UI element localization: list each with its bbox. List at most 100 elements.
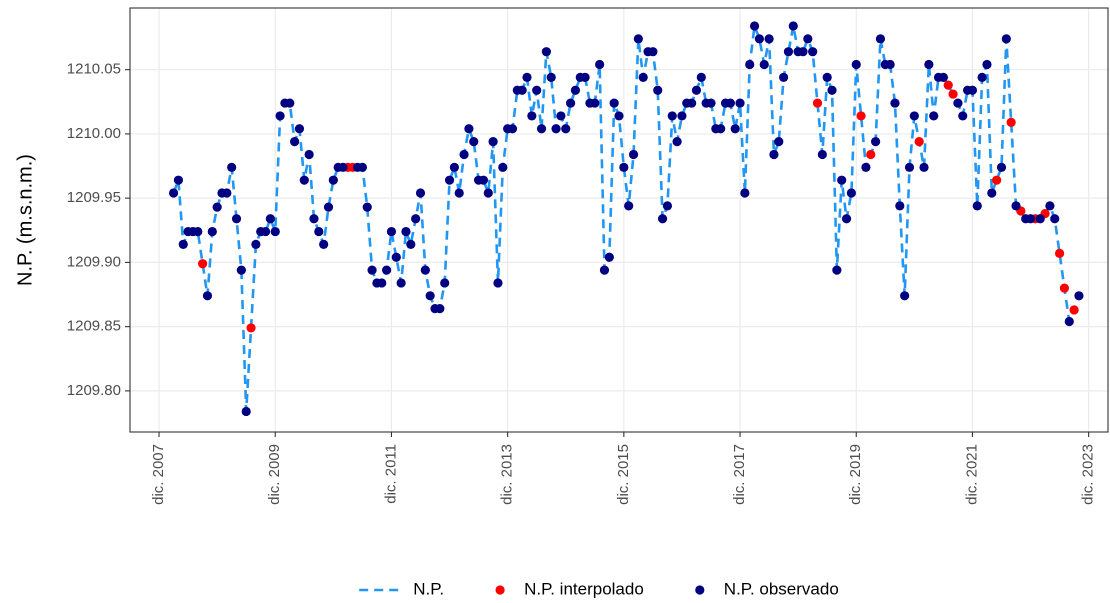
data-point	[837, 175, 847, 185]
data-point	[687, 98, 697, 108]
data-point	[924, 59, 934, 70]
data-point	[706, 98, 716, 108]
data-point	[386, 226, 397, 237]
data-point	[357, 162, 367, 172]
data-point	[401, 226, 411, 237]
data-point	[900, 291, 910, 301]
data-point	[653, 85, 663, 95]
data-point	[875, 34, 886, 44]
data-point	[735, 98, 745, 108]
x-tick-label: dic. 2021	[963, 444, 980, 505]
data-point	[803, 34, 813, 44]
data-point	[323, 202, 334, 212]
data-point	[1059, 283, 1070, 293]
data-point	[488, 137, 498, 147]
y-axis-title: N.P. (m.s.n.m.)	[14, 154, 36, 286]
data-point	[435, 304, 445, 314]
data-point	[638, 72, 648, 82]
data-point	[1054, 248, 1065, 259]
data-point	[764, 34, 774, 44]
legend-key	[495, 585, 505, 595]
data-point	[469, 137, 479, 147]
data-point	[745, 59, 755, 70]
data-point	[527, 111, 537, 121]
data-point	[725, 98, 735, 108]
data-point	[779, 72, 789, 82]
x-tick-label: dic. 2011	[382, 444, 399, 504]
data-point	[328, 175, 338, 185]
data-point	[662, 201, 673, 211]
data-point	[541, 47, 551, 57]
data-point	[444, 175, 455, 185]
data-point	[943, 80, 953, 90]
data-point	[406, 239, 416, 250]
data-point	[314, 226, 324, 237]
data-point	[260, 226, 271, 237]
data-point	[648, 47, 658, 57]
data-point	[657, 214, 668, 224]
data-point	[798, 47, 808, 57]
data-point	[861, 162, 871, 172]
data-point	[696, 72, 706, 82]
data-point	[367, 265, 377, 275]
data-point	[304, 149, 314, 160]
data-point	[556, 111, 566, 121]
data-point	[285, 98, 295, 108]
legend-label: N.P. interpolado	[524, 579, 644, 598]
data-point	[958, 111, 968, 121]
data-point	[207, 226, 217, 237]
data-point	[193, 226, 203, 237]
data-point	[478, 175, 489, 185]
data-point	[754, 34, 765, 44]
data-point	[1001, 34, 1011, 44]
data-point	[1045, 201, 1055, 211]
y-tick-label: 1209.90	[67, 253, 121, 270]
data-point	[832, 265, 842, 275]
data-point	[570, 85, 581, 95]
data-point	[672, 137, 682, 147]
data-point	[517, 85, 527, 95]
data-point	[808, 47, 818, 57]
data-point	[982, 59, 992, 70]
data-point	[507, 124, 518, 134]
data-point	[1025, 214, 1036, 224]
data-point	[227, 162, 237, 172]
data-point	[1006, 117, 1016, 127]
data-point	[614, 111, 624, 121]
data-point	[909, 111, 919, 121]
data-point	[396, 278, 406, 288]
legend-item: N.P. observado	[695, 579, 839, 598]
data-point	[691, 85, 702, 95]
data-point	[551, 124, 561, 134]
y-tick-label: 1209.80	[67, 382, 121, 399]
data-point	[914, 137, 924, 147]
data-point	[202, 291, 213, 301]
data-point	[362, 202, 372, 212]
data-point	[938, 72, 948, 82]
data-point	[420, 265, 430, 275]
data-point	[290, 137, 300, 147]
data-point	[817, 149, 827, 160]
data-point	[609, 98, 619, 108]
data-point	[222, 188, 232, 198]
data-point	[846, 188, 856, 198]
data-point	[425, 291, 435, 301]
data-point	[730, 124, 740, 134]
data-point	[198, 259, 208, 269]
data-point	[275, 111, 285, 121]
data-point	[812, 98, 823, 108]
data-point	[449, 162, 459, 172]
plot-border	[129, 7, 1109, 433]
y-tick-label: 1210.00	[67, 125, 121, 142]
data-point	[493, 278, 503, 288]
data-point	[895, 201, 905, 211]
data-point	[604, 252, 614, 262]
data-point	[391, 252, 401, 262]
data-point	[1064, 316, 1074, 327]
data-point	[866, 149, 876, 160]
data-point	[987, 188, 997, 198]
data-point	[740, 188, 750, 198]
data-point	[265, 214, 276, 224]
data-point	[590, 98, 600, 108]
x-tick-label: dic. 2015	[615, 444, 632, 505]
